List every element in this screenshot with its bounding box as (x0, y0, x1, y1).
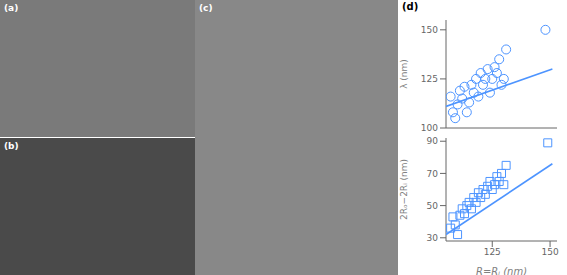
svg-text:70: 70 (427, 169, 439, 179)
svg-text:150: 150 (541, 247, 558, 257)
svg-text:2Rₒ−2Rᵢ (nm): 2Rₒ−2Rᵢ (nm) (399, 159, 409, 220)
html-text:(b): (b) (4, 141, 19, 151)
svg-text:R=Rᵢ (nm): R=Rᵢ (nm) (476, 266, 527, 275)
svg-text:λ (nm): λ (nm) (399, 59, 409, 89)
svg-text:30: 30 (427, 233, 439, 243)
svg-text:125: 125 (484, 247, 501, 257)
svg-text:90: 90 (427, 136, 439, 146)
svg-text:150: 150 (421, 25, 438, 35)
svg-text:125: 125 (421, 74, 438, 84)
html-text:(a): (a) (4, 3, 19, 13)
html-text:(d): (d) (402, 1, 419, 12)
svg-text:50: 50 (427, 201, 439, 211)
svg-text:100: 100 (421, 123, 438, 132)
html-text:(c): (c) (199, 3, 213, 13)
